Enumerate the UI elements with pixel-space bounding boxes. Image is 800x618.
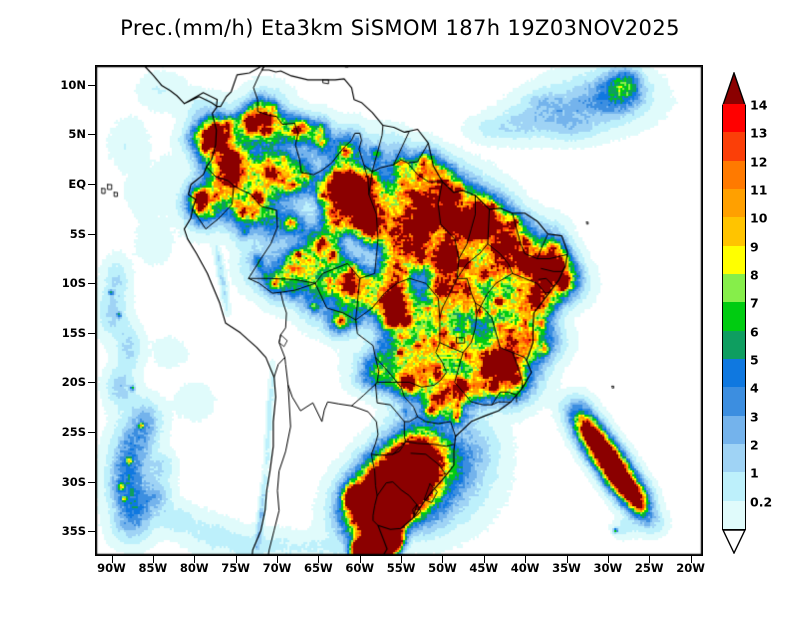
figure-title: Prec.(mm/h) Eta3km SiSMOM 187h 19Z03NOV2… [120, 16, 680, 40]
colorbar-label: 3 [750, 409, 759, 425]
lat-tick-mark [88, 531, 95, 533]
lon-tick-label: 75W [221, 561, 250, 575]
lat-tick-mark [88, 283, 95, 285]
lat-tick-label: EQ [68, 177, 86, 192]
colorbar-label: 14 [750, 97, 768, 113]
colorbar-band [723, 103, 745, 133]
lon-tick-mark [483, 556, 485, 563]
lon-tick-label: 55W [386, 561, 416, 575]
colorbar-band [723, 499, 745, 529]
colorbar-band [723, 442, 745, 473]
lon-tick-label: 50W [428, 561, 457, 575]
colorbar-label: 12 [750, 154, 768, 170]
colorbar-label: 8 [750, 267, 759, 283]
lat-tick-label: 30S [61, 474, 86, 489]
lat-tick-mark [88, 432, 95, 433]
lat-tick-label: 15S [61, 325, 86, 340]
lat-tick-mark [88, 233, 95, 235]
colorbar-label: 0.2 [750, 494, 773, 510]
colorbar-label: 7 [750, 295, 759, 311]
lon-tick-mark [194, 556, 196, 563]
colorbar-label: 1 [750, 465, 759, 481]
colorbar-band [723, 414, 745, 444]
lat-tick-mark [88, 481, 95, 483]
precipitation-field [96, 66, 702, 555]
colorbar-band [723, 244, 745, 274]
lat-tick-label: 10S [61, 276, 86, 291]
lon-tick-label: 70W [262, 561, 292, 575]
lat-tick-label: 10N [60, 77, 86, 92]
colorbar-band [723, 470, 745, 501]
lon-tick-label: 65W [303, 561, 333, 575]
lon-tick-label: 35W [552, 561, 581, 575]
colorbar-band [723, 130, 745, 161]
colorbar-label: 9 [750, 239, 759, 255]
lon-tick-mark [276, 556, 278, 563]
colorbar-band [723, 300, 745, 331]
colorbar-label: 6 [750, 324, 759, 340]
lon-tick-mark [359, 556, 361, 563]
lat-tick-mark [88, 84, 95, 86]
colorbar-label: 4 [750, 380, 759, 396]
lon-tick-label: 25W [634, 561, 664, 575]
lat-tick-label: 25S [61, 425, 86, 439]
colorbar-label: 13 [750, 125, 768, 141]
lon-tick-mark [607, 556, 609, 563]
lon-tick-label: 60W [345, 561, 375, 575]
lon-tick-label: 40W [510, 561, 540, 575]
lon-tick-mark [649, 556, 651, 563]
colorbar-label: 2 [750, 437, 759, 453]
colorbar-label: 11 [750, 182, 768, 198]
lat-tick-label: 5N [68, 127, 86, 142]
colorbar-label: 10 [750, 210, 768, 226]
colorbar-band [723, 187, 745, 218]
map-plot-area [95, 65, 703, 556]
colorbar-band [723, 215, 745, 246]
lat-tick-label: 20S [61, 375, 86, 390]
colorbar-band [723, 385, 745, 416]
lon-tick-label: 30W [593, 561, 623, 575]
colorbar-over-arrow [722, 70, 746, 106]
colorbar-band [723, 357, 745, 388]
lat-tick-mark [88, 134, 95, 136]
lon-tick-label: 20W [676, 561, 705, 575]
lon-tick-mark [318, 556, 320, 563]
colorbar-band [723, 329, 745, 359]
colorbar-band [723, 159, 745, 189]
lat-tick-mark [88, 382, 95, 384]
colorbar-band [723, 272, 745, 303]
lon-tick-mark [442, 556, 444, 563]
lon-tick-label: 45W [469, 561, 499, 575]
lon-tick-label: 90W [97, 561, 126, 575]
lat-tick-mark [88, 332, 95, 334]
lon-tick-label: 80W [179, 561, 209, 575]
lon-tick-mark [525, 556, 527, 563]
lat-tick-label: 35S [61, 524, 86, 539]
lon-tick-mark [690, 556, 692, 563]
lon-tick-mark [235, 556, 237, 563]
lon-tick-mark [401, 556, 403, 563]
colorbar [722, 103, 746, 530]
colorbar-label: 5 [750, 352, 759, 368]
lon-tick-mark [152, 556, 154, 563]
colorbar-under-arrow [721, 529, 747, 555]
lat-tick-label: 5S [69, 226, 86, 241]
lon-tick-mark [111, 556, 113, 563]
lat-tick-mark [88, 184, 95, 186]
lon-tick-label: 85W [138, 561, 168, 575]
lon-tick-mark [566, 556, 568, 563]
